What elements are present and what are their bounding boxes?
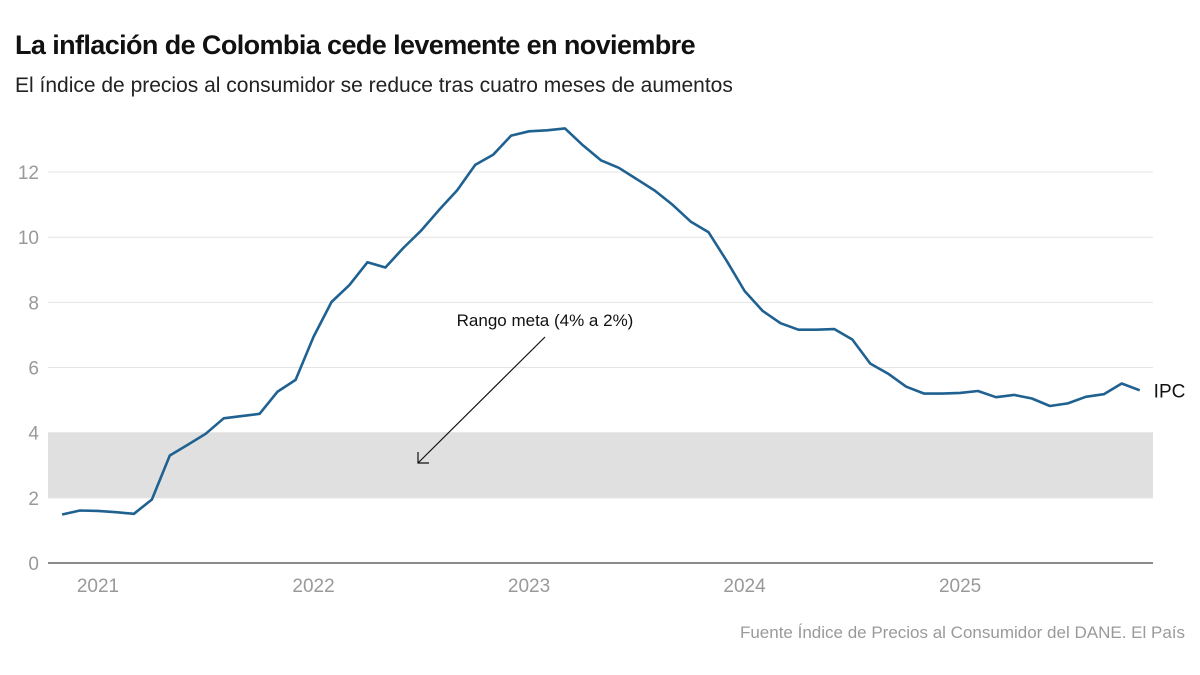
series-label: IPC [1154, 381, 1186, 402]
y-tick-label: 2 [28, 489, 39, 510]
y-tick-label: 10 [18, 228, 39, 249]
x-tick-label: 2025 [939, 576, 981, 597]
target-band-label: Rango meta (4% a 2%) [457, 311, 634, 330]
annotation-arrow-head [417, 452, 429, 464]
x-tick-label: 2022 [292, 576, 334, 597]
y-tick-label: 8 [28, 293, 39, 314]
y-tick-label: 4 [28, 424, 39, 445]
series-line-ipc [61, 127, 1141, 516]
target-band [48, 432, 1153, 498]
source-note: Fuente Índice de Precios al Consumidor d… [739, 623, 1185, 642]
annotation-arrow [417, 336, 546, 464]
chart-title: La inflación de Colombia cede levemente … [15, 30, 696, 60]
y-tick-label: 0 [28, 554, 39, 575]
x-tick-label: 2024 [723, 576, 766, 597]
x-tick-label: 2023 [508, 576, 550, 597]
x-tick-label: 2021 [77, 576, 119, 597]
y-tick-label: 6 [28, 359, 39, 380]
chart-subtitle: El índice de precios al consumidor se re… [15, 74, 733, 97]
y-tick-label: 12 [18, 163, 39, 184]
